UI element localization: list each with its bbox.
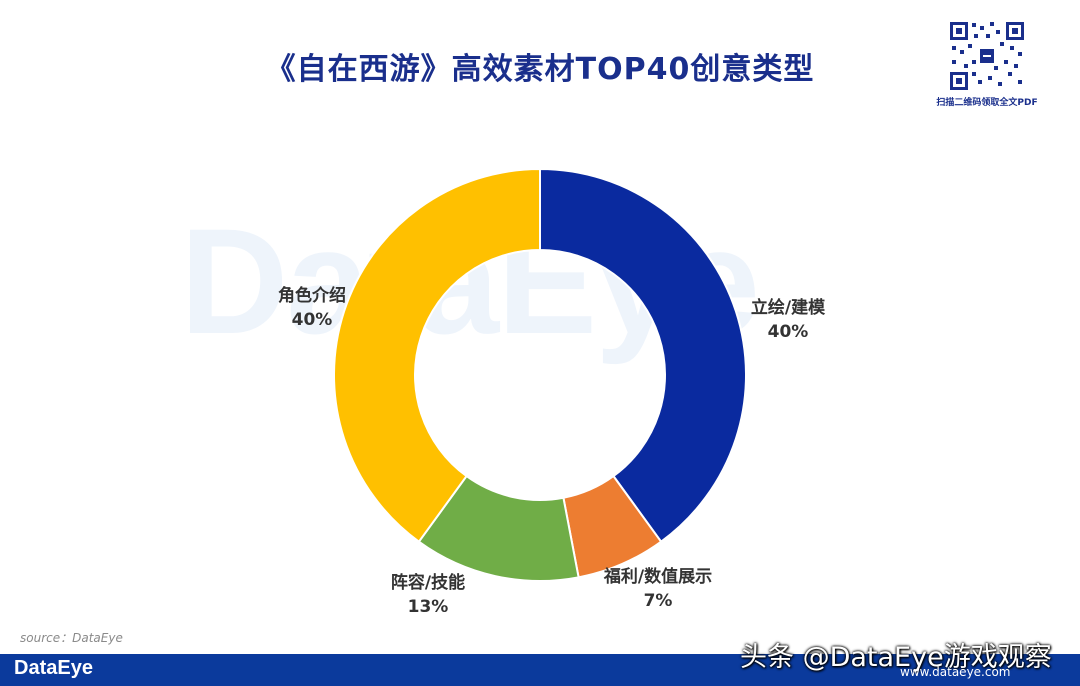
slice-label: 立绘/建模 40% bbox=[728, 296, 848, 344]
slice-label-percent: 40% bbox=[767, 322, 809, 342]
qr-caption: 扫描二维码领取全文PDF bbox=[936, 98, 1038, 108]
donut-slice bbox=[333, 167, 541, 544]
slice-label-name: 立绘/建模 bbox=[750, 298, 826, 318]
qr-code-icon bbox=[948, 20, 1026, 92]
slice-label: 福利/数值展示 7% bbox=[578, 565, 738, 613]
slice-label-name: 阵容/技能 bbox=[390, 573, 466, 593]
slice-label-name: 福利/数值展示 bbox=[603, 567, 713, 587]
slice-label: 阵容/技能 13% bbox=[368, 571, 488, 619]
footer-bar: DataEye bbox=[0, 654, 1080, 686]
source-note: source：DataEye bbox=[20, 631, 123, 645]
footer-logo: DataEye bbox=[14, 657, 93, 679]
slice-label-percent: 13% bbox=[407, 597, 449, 617]
slice-label-percent: 7% bbox=[643, 591, 673, 611]
credit-watermark: 头条 @DataEye游戏观察 bbox=[740, 642, 1052, 673]
chart-title: 《自在西游》高效素材TOP40创意类型 bbox=[265, 52, 815, 87]
slice-label-percent: 40% bbox=[291, 310, 333, 330]
slice-label: 角色介绍 40% bbox=[252, 284, 372, 332]
slice-label-name: 角色介绍 bbox=[278, 286, 346, 306]
donut-slice bbox=[539, 167, 747, 544]
credit-url: www.dataeye.com bbox=[900, 665, 1011, 679]
